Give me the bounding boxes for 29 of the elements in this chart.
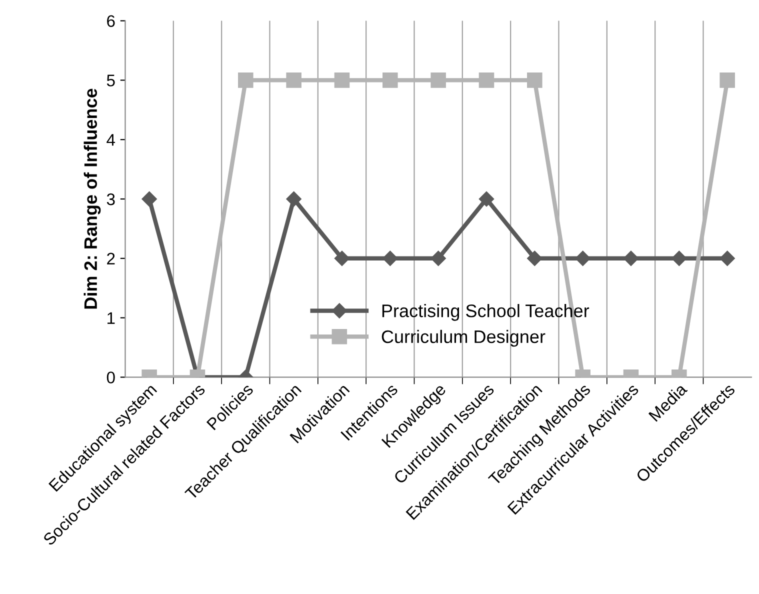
point	[478, 191, 494, 207]
point	[430, 72, 446, 88]
point	[286, 72, 302, 88]
point	[382, 250, 398, 266]
y-tick-label: 6	[107, 15, 115, 27]
y-tick-label: 4	[106, 134, 116, 146]
point	[334, 250, 350, 266]
point	[286, 191, 302, 207]
point	[720, 250, 735, 266]
legend-label: Practising School Teacher	[382, 304, 590, 321]
point	[142, 191, 157, 207]
point	[672, 250, 687, 266]
point	[238, 72, 254, 88]
y-tick-label: 0	[106, 372, 115, 384]
point	[382, 72, 398, 88]
point	[430, 250, 446, 266]
y-tick-label: 2	[107, 252, 115, 264]
legend-label: Curriculum Designer	[382, 330, 546, 347]
y-tick-label: 3	[106, 193, 115, 206]
point	[720, 72, 735, 88]
point	[334, 72, 350, 88]
y-axis-title: Dim 2: Range of Influence	[84, 88, 101, 309]
point	[527, 72, 542, 88]
point	[527, 250, 542, 266]
y-tick-label: 5	[106, 74, 115, 86]
y-tick-label: 1	[108, 312, 115, 324]
point	[478, 72, 494, 88]
point	[575, 250, 590, 266]
point	[623, 250, 639, 266]
